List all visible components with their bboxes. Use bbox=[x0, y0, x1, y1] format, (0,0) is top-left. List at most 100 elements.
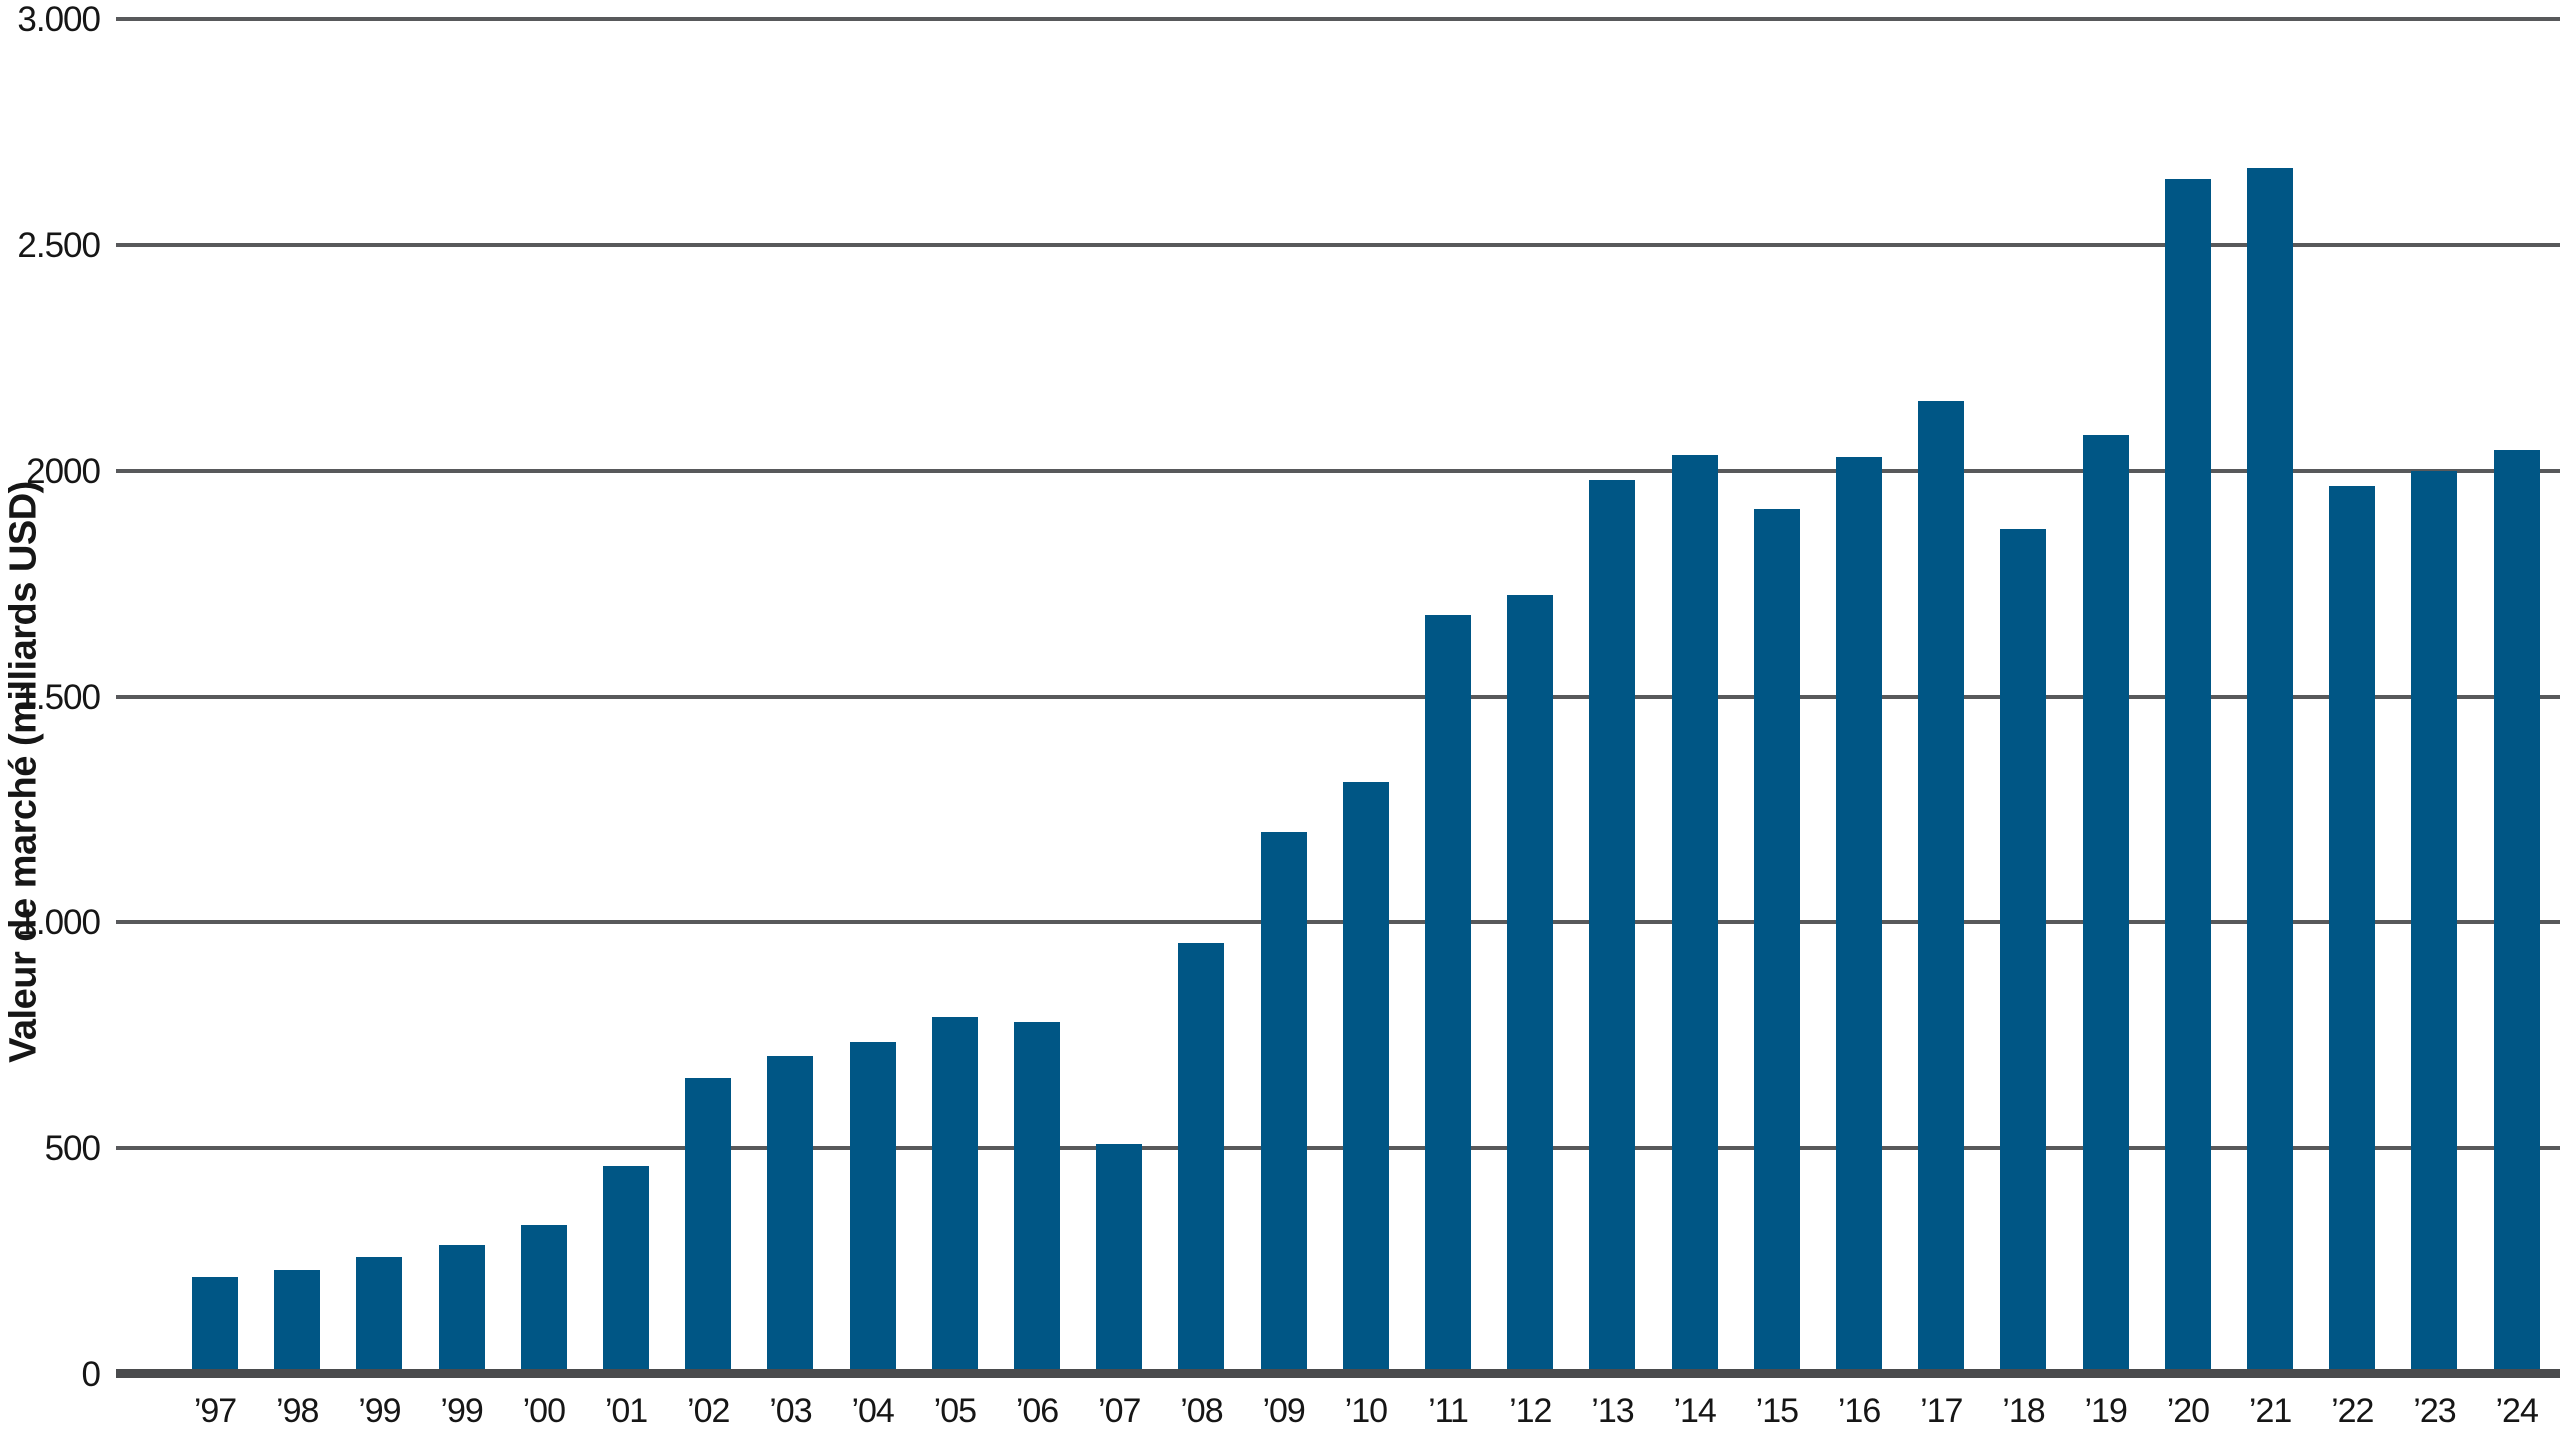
bar-cell: ’04 bbox=[849, 19, 896, 1430]
x-tick-label: ’14 bbox=[1673, 1392, 1716, 1430]
bar-cell: ’23 bbox=[2411, 19, 2458, 1430]
bar-cell: ’22 bbox=[2329, 19, 2376, 1430]
bar bbox=[274, 1270, 321, 1374]
bar-cell: ’20 bbox=[2164, 19, 2211, 1430]
bar-cell: ’15 bbox=[1753, 19, 1800, 1430]
x-tick-label: ’09 bbox=[1262, 1392, 1305, 1430]
x-tick-label: ’02 bbox=[687, 1392, 730, 1430]
bar bbox=[1507, 594, 1554, 1374]
gridline-1000 bbox=[116, 920, 2560, 925]
bar-cell: ’14 bbox=[1671, 19, 1718, 1430]
x-tick-label: ’08 bbox=[1180, 1392, 1223, 1430]
bar bbox=[1425, 615, 1472, 1374]
y-tick-label: 500 bbox=[44, 1129, 101, 1169]
bar-cell: ’02 bbox=[685, 19, 732, 1430]
bar-cell: ’17 bbox=[1918, 19, 1965, 1430]
gridline-2000 bbox=[116, 468, 2560, 473]
bar-cell: ’99 bbox=[356, 19, 403, 1430]
bar bbox=[2164, 179, 2211, 1374]
bar-cell: ’97 bbox=[192, 19, 238, 1430]
bar bbox=[931, 1017, 978, 1374]
y-tick-label: 1.500 bbox=[17, 677, 101, 717]
bar-cell: ’05 bbox=[931, 19, 978, 1430]
x-tick-label: ’20 bbox=[2166, 1392, 2210, 1430]
x-tick-label: ’04 bbox=[851, 1392, 894, 1430]
bar bbox=[1342, 782, 1389, 1374]
y-axis-title: Valeur de marché (milliards USD) bbox=[2, 481, 45, 1063]
bar bbox=[1096, 1143, 1143, 1374]
bar bbox=[2082, 434, 2129, 1374]
bar bbox=[438, 1245, 485, 1374]
x-tick-label: ’05 bbox=[933, 1392, 977, 1430]
x-tick-label: ’16 bbox=[1837, 1392, 1881, 1430]
bar-cell: ’12 bbox=[1507, 19, 1554, 1430]
bar-cell: ’07 bbox=[1096, 19, 1143, 1430]
plot-area: ’97 ’98 ’99 ’99 ’00 ’01 ’02 ’03 ’04 ’05 ’06 ’07 ’08 ’… bbox=[116, 17, 2560, 1430]
gridline-3000 bbox=[116, 17, 2560, 21]
x-tick-label: ’17 bbox=[1920, 1392, 1963, 1430]
bar-cell: ’19 bbox=[2082, 19, 2129, 1430]
bar-cell: ’06 bbox=[1014, 19, 1061, 1430]
bar-cell: ’18 bbox=[2000, 19, 2047, 1430]
bar bbox=[1836, 457, 1883, 1374]
bar bbox=[2247, 168, 2294, 1374]
gridline-500 bbox=[116, 1146, 2560, 1151]
y-tick-label: 3.000 bbox=[17, 0, 101, 39]
x-tick-label: ’21 bbox=[2248, 1392, 2292, 1430]
y-tick-label: 0 bbox=[81, 1355, 101, 1394]
bar bbox=[2329, 486, 2376, 1374]
bar bbox=[1589, 479, 1636, 1374]
bar-cell: ’11 bbox=[1425, 19, 1472, 1430]
bar-cell: ’03 bbox=[767, 19, 814, 1430]
x-tick-label: ’01 bbox=[604, 1392, 648, 1430]
x-tick-label: ’99 bbox=[440, 1392, 483, 1430]
bars-row: ’97 ’98 ’99 ’99 ’00 ’01 ’02 ’03 ’04 ’05 ’06 ’07 ’08 ’… bbox=[116, 19, 2560, 1430]
bar bbox=[767, 1055, 814, 1374]
x-tick-label: ’18 bbox=[2002, 1392, 2045, 1430]
bar bbox=[520, 1224, 567, 1374]
bar-cell: ’01 bbox=[603, 19, 650, 1430]
x-tick-label: ’23 bbox=[2413, 1392, 2456, 1430]
x-tick-label: ’03 bbox=[769, 1392, 812, 1430]
y-tick-label: 2000 bbox=[26, 451, 101, 491]
bar bbox=[1671, 454, 1718, 1374]
bar bbox=[685, 1078, 732, 1374]
x-tick-label: ’07 bbox=[1098, 1392, 1141, 1430]
x-tick-label: ’24 bbox=[2495, 1392, 2539, 1430]
x-tick-label: ’06 bbox=[1015, 1392, 1059, 1430]
x-axis-baseline bbox=[116, 1369, 2560, 1378]
bar bbox=[1178, 942, 1225, 1374]
gridline-1500 bbox=[116, 694, 2560, 699]
gridline-2500 bbox=[116, 242, 2560, 247]
x-tick-label: ’11 bbox=[1428, 1392, 1469, 1430]
bar-cell: ’24 bbox=[2493, 19, 2540, 1430]
bar-cell: ’21 bbox=[2247, 19, 2294, 1430]
bar bbox=[192, 1276, 238, 1374]
x-tick-label: ’15 bbox=[1755, 1392, 1799, 1430]
bar bbox=[2493, 450, 2540, 1374]
bar-cell: ’09 bbox=[1260, 19, 1307, 1430]
bar-cell: ’98 bbox=[274, 19, 321, 1430]
x-tick-label: ’10 bbox=[1344, 1392, 1388, 1430]
bar bbox=[1918, 400, 1965, 1374]
bar bbox=[1753, 509, 1800, 1374]
bar-cell: ’10 bbox=[1342, 19, 1389, 1430]
bar-cell: ’16 bbox=[1836, 19, 1883, 1430]
x-tick-label: ’99 bbox=[358, 1392, 401, 1430]
bar bbox=[1014, 1021, 1061, 1374]
bar bbox=[2000, 529, 2047, 1374]
x-tick-label: ’12 bbox=[1509, 1392, 1552, 1430]
x-tick-label: ’19 bbox=[2084, 1392, 2127, 1430]
y-tick-label: 1.000 bbox=[17, 903, 101, 943]
bar bbox=[2411, 470, 2458, 1374]
bar bbox=[1260, 832, 1307, 1374]
bar bbox=[849, 1042, 896, 1374]
x-tick-label: ’00 bbox=[522, 1392, 566, 1430]
bar-cell: ’99 bbox=[438, 19, 485, 1430]
bar-cell: ’13 bbox=[1589, 19, 1636, 1430]
x-tick-label: ’22 bbox=[2331, 1392, 2374, 1430]
bar-cell: ’08 bbox=[1178, 19, 1225, 1430]
x-tick-label: ’13 bbox=[1591, 1392, 1634, 1430]
x-tick-label: ’97 bbox=[193, 1392, 237, 1430]
